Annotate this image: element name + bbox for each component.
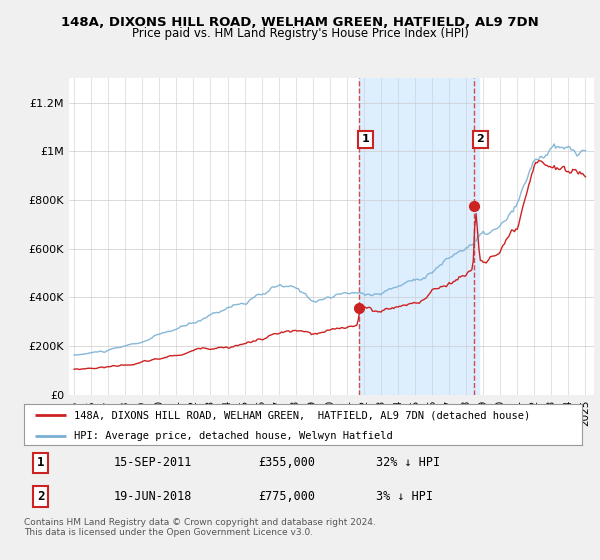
Text: £775,000: £775,000 <box>259 490 316 503</box>
Text: 19-JUN-2018: 19-JUN-2018 <box>113 490 191 503</box>
Text: 1: 1 <box>361 134 369 144</box>
Text: 1: 1 <box>37 456 44 469</box>
Text: 3% ↓ HPI: 3% ↓ HPI <box>376 490 433 503</box>
Text: Price paid vs. HM Land Registry's House Price Index (HPI): Price paid vs. HM Land Registry's House … <box>131 27 469 40</box>
Text: 148A, DIXONS HILL ROAD, WELHAM GREEN,  HATFIELD, AL9 7DN (detached house): 148A, DIXONS HILL ROAD, WELHAM GREEN, HA… <box>74 410 530 421</box>
Bar <box>359 78 479 395</box>
Text: 148A, DIXONS HILL ROAD, WELHAM GREEN, HATFIELD, AL9 7DN: 148A, DIXONS HILL ROAD, WELHAM GREEN, HA… <box>61 16 539 29</box>
Text: 2: 2 <box>37 490 44 503</box>
Text: 32% ↓ HPI: 32% ↓ HPI <box>376 456 440 469</box>
Text: HPI: Average price, detached house, Welwyn Hatfield: HPI: Average price, detached house, Welw… <box>74 431 393 441</box>
Text: 2: 2 <box>476 134 484 144</box>
Text: Contains HM Land Registry data © Crown copyright and database right 2024.
This d: Contains HM Land Registry data © Crown c… <box>24 518 376 538</box>
Text: £355,000: £355,000 <box>259 456 316 469</box>
Text: 15-SEP-2011: 15-SEP-2011 <box>113 456 191 469</box>
